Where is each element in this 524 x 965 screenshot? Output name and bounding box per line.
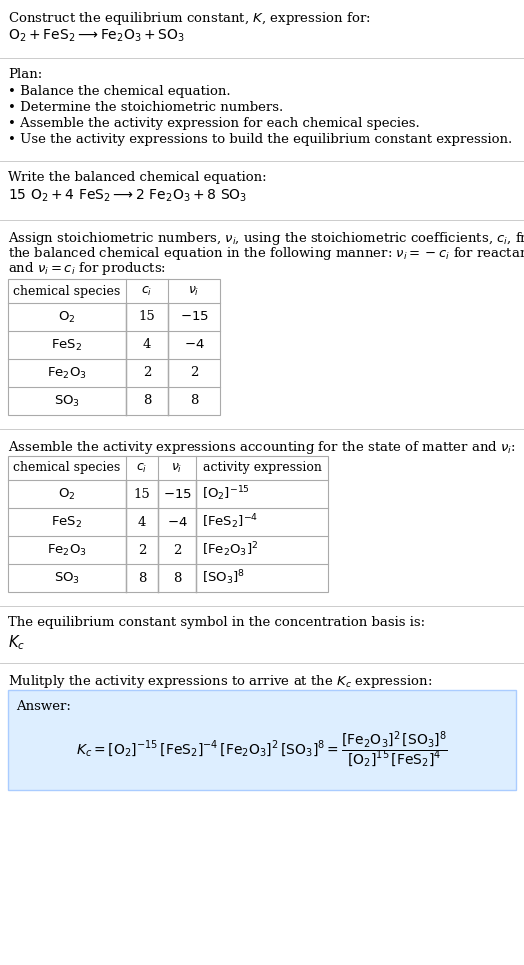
Text: • Use the activity expressions to build the equilibrium constant expression.: • Use the activity expressions to build …	[8, 133, 512, 146]
Text: $\mathrm{15\ O_2 + 4\ FeS_2 \longrightarrow 2\ Fe_2O_3 + 8\ SO_3}$: $\mathrm{15\ O_2 + 4\ FeS_2 \longrightar…	[8, 188, 247, 205]
Text: and $\nu_i = c_i$ for products:: and $\nu_i = c_i$ for products:	[8, 260, 166, 277]
Text: $\mathrm{SO_3}$: $\mathrm{SO_3}$	[54, 394, 80, 408]
Text: 8: 8	[173, 571, 181, 585]
Text: Construct the equilibrium constant, $K$, expression for:: Construct the equilibrium constant, $K$,…	[8, 10, 370, 27]
Text: $-4$: $-4$	[183, 339, 204, 351]
Text: 2: 2	[138, 543, 146, 557]
Text: 2: 2	[143, 367, 151, 379]
Text: $[\mathrm{FeS_2}]^{-4}$: $[\mathrm{FeS_2}]^{-4}$	[202, 512, 258, 532]
Text: $-15$: $-15$	[180, 311, 209, 323]
Text: $c_i$: $c_i$	[141, 285, 152, 297]
Text: $\nu_i$: $\nu_i$	[171, 461, 183, 475]
Text: 2: 2	[173, 543, 181, 557]
Text: $c_i$: $c_i$	[136, 461, 148, 475]
Text: $[\mathrm{Fe_2O_3}]^{2}$: $[\mathrm{Fe_2O_3}]^{2}$	[202, 540, 258, 560]
Text: $[\mathrm{SO_3}]^{8}$: $[\mathrm{SO_3}]^{8}$	[202, 568, 245, 588]
Text: Mulitply the activity expressions to arrive at the $K_c$ expression:: Mulitply the activity expressions to arr…	[8, 673, 432, 690]
Text: $\mathrm{Fe_2O_3}$: $\mathrm{Fe_2O_3}$	[47, 366, 87, 380]
Text: Assemble the activity expressions accounting for the state of matter and $\nu_i$: Assemble the activity expressions accoun…	[8, 439, 516, 456]
Text: 8: 8	[138, 571, 146, 585]
Text: activity expression: activity expression	[203, 461, 321, 475]
Text: $\mathrm{O_2}$: $\mathrm{O_2}$	[58, 486, 76, 502]
Text: • Balance the chemical equation.: • Balance the chemical equation.	[8, 85, 231, 98]
Text: $-4$: $-4$	[167, 515, 188, 529]
Text: 4: 4	[138, 515, 146, 529]
Text: $\mathrm{SO_3}$: $\mathrm{SO_3}$	[54, 570, 80, 586]
Text: 8: 8	[190, 395, 198, 407]
Bar	[8, 456, 328, 592]
Text: $[\mathrm{O_2}]^{-15}$: $[\mathrm{O_2}]^{-15}$	[202, 484, 250, 504]
Bar	[8, 279, 220, 415]
Text: $\nu_i$: $\nu_i$	[188, 285, 200, 297]
Text: $K_c$: $K_c$	[8, 633, 25, 651]
Text: • Assemble the activity expression for each chemical species.: • Assemble the activity expression for e…	[8, 117, 420, 130]
Text: chemical species: chemical species	[14, 461, 121, 475]
Text: 4: 4	[143, 339, 151, 351]
Text: Write the balanced chemical equation:: Write the balanced chemical equation:	[8, 171, 267, 184]
Text: Answer:: Answer:	[16, 700, 71, 713]
Text: 8: 8	[143, 395, 151, 407]
Text: $\mathrm{O_2}$: $\mathrm{O_2}$	[58, 310, 76, 324]
Text: the balanced chemical equation in the following manner: $\nu_i = -c_i$ for react: the balanced chemical equation in the fo…	[8, 245, 524, 262]
Text: $\mathrm{FeS_2}$: $\mathrm{FeS_2}$	[51, 338, 83, 352]
Text: Assign stoichiometric numbers, $\nu_i$, using the stoichiometric coefficients, $: Assign stoichiometric numbers, $\nu_i$, …	[8, 230, 524, 247]
Text: $K_c = [\mathrm{O_2}]^{-15}\, [\mathrm{FeS_2}]^{-4}\, [\mathrm{Fe_2O_3}]^{2}\, [: $K_c = [\mathrm{O_2}]^{-15}\, [\mathrm{F…	[76, 730, 448, 770]
Text: The equilibrium constant symbol in the concentration basis is:: The equilibrium constant symbol in the c…	[8, 616, 425, 629]
Text: 2: 2	[190, 367, 198, 379]
Text: Plan:: Plan:	[8, 68, 42, 81]
FancyBboxPatch shape	[8, 690, 516, 790]
Text: $\mathrm{Fe_2O_3}$: $\mathrm{Fe_2O_3}$	[47, 542, 87, 558]
Text: $\mathrm{O_2 + FeS_2 \longrightarrow Fe_2O_3 + SO_3}$: $\mathrm{O_2 + FeS_2 \longrightarrow Fe_…	[8, 28, 185, 44]
Text: chemical species: chemical species	[14, 285, 121, 297]
Text: $-15$: $-15$	[162, 487, 191, 501]
Text: $\mathrm{FeS_2}$: $\mathrm{FeS_2}$	[51, 514, 83, 530]
Text: 15: 15	[134, 487, 150, 501]
Text: • Determine the stoichiometric numbers.: • Determine the stoichiometric numbers.	[8, 101, 283, 114]
Text: 15: 15	[139, 311, 156, 323]
